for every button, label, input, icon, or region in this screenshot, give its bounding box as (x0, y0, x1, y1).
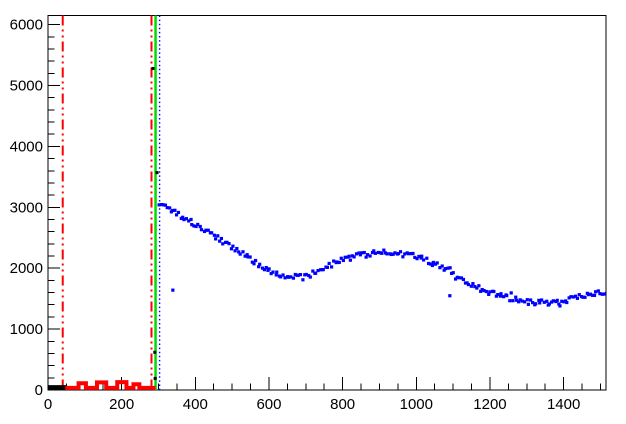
x-tick-label: 200 (109, 396, 134, 413)
blue-signal-band (157, 202, 606, 308)
x-tick-label: 0 (44, 396, 52, 413)
x-tick-label: 400 (183, 396, 208, 413)
x-tick-label: 1200 (473, 396, 506, 413)
y-tick-label: 3000 (10, 199, 43, 216)
plot-frame (47, 15, 607, 391)
plot-area (48, 15, 606, 390)
y-tick-label: 2000 (10, 260, 43, 277)
x-tick-label: 600 (256, 396, 281, 413)
red-baseline-segment (65, 380, 156, 390)
y-tick-label: 4000 (10, 138, 43, 155)
y-tick-label: 5000 (10, 78, 43, 95)
x-tick-label: 800 (330, 396, 355, 413)
y-tick-label: 6000 (10, 17, 43, 34)
y-tick-label: 1000 (10, 321, 43, 338)
x-tick-label: 1400 (547, 396, 580, 413)
black-jump-markers (151, 66, 159, 380)
y-tick-label: 0 (35, 382, 43, 399)
axis-ticks (47, 24, 601, 391)
x-tick-label: 1000 (400, 396, 433, 413)
